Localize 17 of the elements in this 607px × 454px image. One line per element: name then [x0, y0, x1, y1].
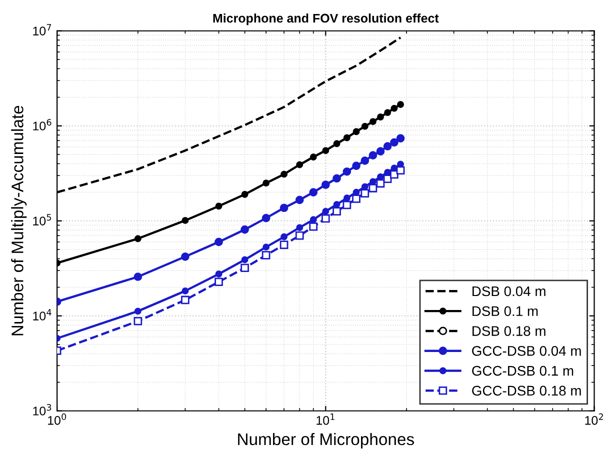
y-tick-label: 10$^{4}$ [33, 309, 52, 320]
y-tick-label: 10$^{5}$ [33, 214, 52, 226]
chart-title: Microphone and FOV resolution effect [213, 13, 439, 26]
x-tick-label: 10$^{0}$ [48, 413, 66, 425]
x-tick-label: 10$^{2}$ [585, 413, 603, 425]
x-axis-title: Number of Microphones [238, 432, 414, 448]
legend-label: DSB 0.1 m [472, 306, 538, 316]
y-tick-label: 10$^{3}$ [33, 404, 52, 416]
legend-label: GCC-DSB 0.18 m [472, 386, 581, 396]
x-tick-label: 10$^{1}$ [316, 414, 334, 425]
legend-label: GCC-DSB 0.1 m [472, 366, 574, 376]
y-tick-label: 10$^{6}$ [33, 119, 52, 130]
y-tick-label: 10$^{7}$ [33, 24, 52, 36]
y-axis-title: Number of Multiply-Accumulate [11, 106, 27, 336]
legend-label: DSB 0.04 m [472, 286, 546, 296]
legend-label: GCC-DSB 0.04 m [472, 346, 581, 356]
legend-label: DSB 0.18 m [472, 326, 546, 336]
